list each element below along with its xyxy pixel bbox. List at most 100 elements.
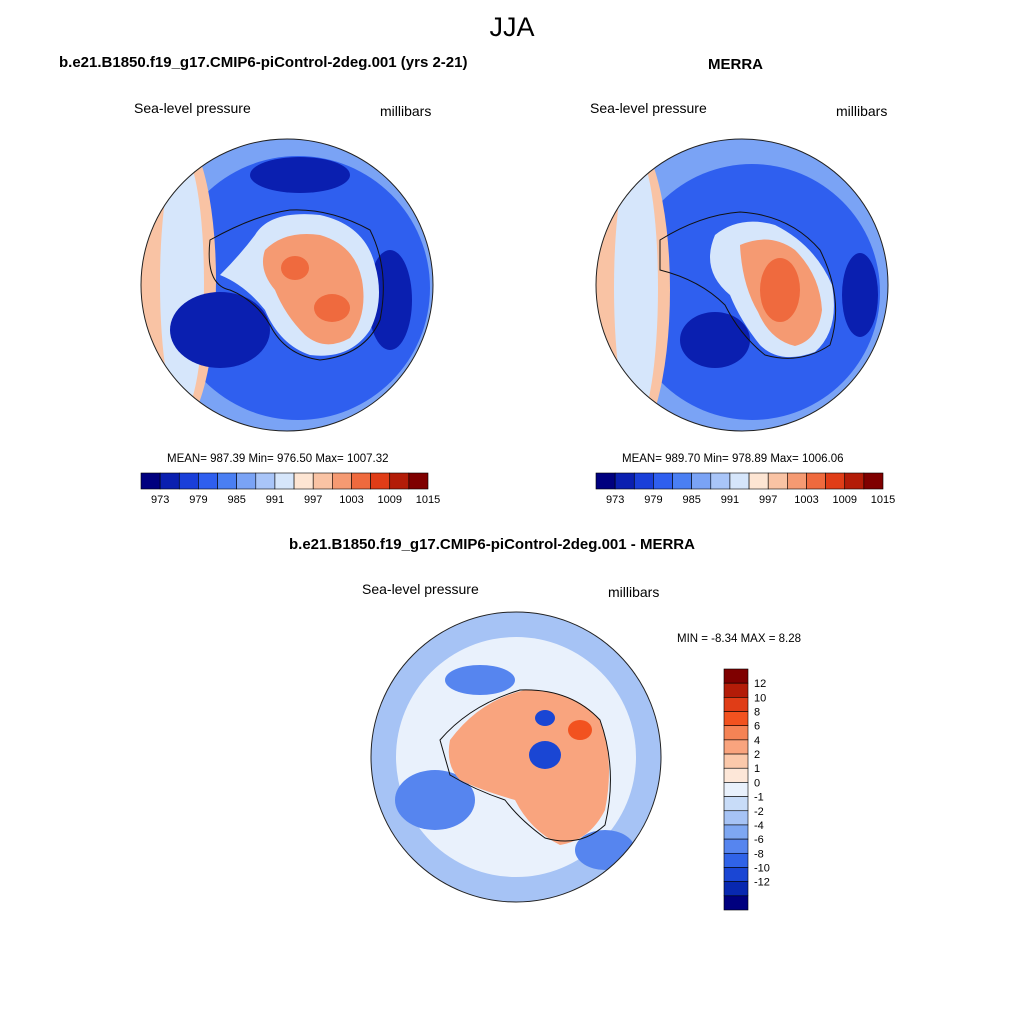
diff-colorbar-cell xyxy=(723,796,749,812)
diff-map-pos-core xyxy=(568,720,592,740)
model-colorbar-label: 985 xyxy=(227,494,245,506)
model-colorbar-cell xyxy=(370,472,391,490)
obs-colorbar-label: 1009 xyxy=(832,494,856,506)
model-colorbar-label: 997 xyxy=(304,494,322,506)
diff-map xyxy=(370,611,662,903)
model-units-label: millibars xyxy=(380,103,432,119)
diff-colorbar-cell xyxy=(723,782,749,797)
obs-colorbar-label: 991 xyxy=(721,494,739,506)
diff-colorbar-cell xyxy=(723,810,749,826)
model-map-low-east xyxy=(368,250,412,350)
diff-colorbar-label: 10 xyxy=(754,692,766,704)
model-map-low-west xyxy=(170,292,270,368)
diff-colorbar-label: -6 xyxy=(754,834,764,846)
obs-colorbar-label: 1003 xyxy=(794,494,818,506)
model-map-edge-light xyxy=(160,153,204,413)
model-map-border xyxy=(140,138,434,432)
diff-panel-title: b.e21.B1850.f19_g17.CMIP6-piControl-2deg… xyxy=(289,536,695,553)
model-colorbar-label: 1003 xyxy=(339,494,363,506)
diff-colorbar-cell xyxy=(723,711,749,727)
obs-colorbar-cell xyxy=(633,472,654,490)
obs-colorbar-cell xyxy=(825,472,846,490)
obs-map-high-core xyxy=(760,258,800,322)
model-colorbar-label: 973 xyxy=(151,494,169,506)
diff-variable-label: Sea-level pressure xyxy=(362,581,479,597)
obs-map-edge-light xyxy=(614,153,658,423)
model-colorbar-label: 979 xyxy=(189,494,207,506)
model-colorbar-cell xyxy=(140,472,161,490)
model-colorbar-cell xyxy=(255,472,276,490)
obs-colorbar-label: 973 xyxy=(606,494,624,506)
model-map-high-core-1 xyxy=(281,256,309,280)
diff-map-coastline xyxy=(439,689,611,842)
diff-colorbar-cell xyxy=(723,767,749,783)
obs-colorbar-cell xyxy=(767,472,788,490)
model-colorbar-label: 991 xyxy=(266,494,284,506)
model-colorbar-cell xyxy=(217,472,237,490)
model-colorbar-label: 1015 xyxy=(416,494,440,506)
diff-colorbar-label: 12 xyxy=(754,678,766,690)
model-map-coastline xyxy=(208,209,384,361)
model-colorbar-cell xyxy=(389,472,410,490)
obs-colorbar-label: 1015 xyxy=(871,494,895,506)
diff-colorbar-cell xyxy=(723,867,749,882)
model-colorbar-label: 1009 xyxy=(377,494,401,506)
model-colorbar-cell xyxy=(408,472,429,490)
diff-map-neg-north xyxy=(445,665,515,695)
model-colorbar-cell xyxy=(351,472,371,490)
model-colorbar-cell xyxy=(178,472,199,490)
model-colorbar-cell xyxy=(293,472,314,490)
diff-colorbar-label: 0 xyxy=(754,777,760,789)
obs-stats: MEAN= 989.70 Min= 978.89 Max= 1006.06 xyxy=(622,453,844,465)
diff-map-neg-core-2 xyxy=(535,710,555,726)
diff-colorbar-cell xyxy=(723,753,749,769)
obs-map-coastline xyxy=(659,211,837,359)
diff-colorbar-cell xyxy=(723,838,749,854)
obs-colorbar: 973 979 985 991 997 1003 1009 1015 xyxy=(595,472,895,506)
diff-colorbar-cell xyxy=(723,881,749,897)
obs-colorbar-label: 985 xyxy=(682,494,700,506)
diff-colorbar-label: 2 xyxy=(754,749,760,761)
diff-colorbar-cell xyxy=(723,725,749,741)
obs-colorbar-cell xyxy=(863,472,884,490)
obs-units-label: millibars xyxy=(836,103,888,119)
model-colorbar-cell xyxy=(198,472,218,490)
diff-colorbar-label: 1 xyxy=(754,763,760,775)
obs-variable-label: Sea-level pressure xyxy=(590,100,707,116)
obs-map-low-east xyxy=(842,253,878,337)
model-colorbar-cell xyxy=(159,472,180,490)
obs-colorbar-cell xyxy=(844,472,865,490)
obs-colorbar-cell xyxy=(787,472,807,490)
diff-colorbar-label: 8 xyxy=(754,707,760,719)
model-colorbar-cell xyxy=(312,472,333,490)
model-colorbar-cell xyxy=(332,472,352,490)
diff-map-neg-core-1 xyxy=(529,741,561,769)
diff-colorbar-cell xyxy=(723,824,749,840)
diff-colorbar-cell xyxy=(723,682,749,698)
diff-colorbar-label: -1 xyxy=(754,792,764,804)
model-map-high-core-2 xyxy=(314,294,350,322)
obs-colorbar-cell xyxy=(672,472,692,490)
diff-colorbar-cell xyxy=(723,739,749,755)
diff-colorbar-label: -8 xyxy=(754,848,764,860)
diff-map-neg-west xyxy=(395,770,475,830)
obs-colorbar-cell xyxy=(806,472,826,490)
diff-colorbar-label: -2 xyxy=(754,806,764,818)
model-colorbar: 973 979 985 991 997 1003 1009 1015 xyxy=(140,472,440,506)
obs-panel-title: MERRA xyxy=(708,56,763,73)
diff-colorbar-cell xyxy=(723,697,749,712)
diff-colorbar-label: -10 xyxy=(754,862,770,874)
figure-title: JJA xyxy=(489,12,535,42)
obs-colorbar-cell xyxy=(710,472,731,490)
diff-map-border xyxy=(370,611,662,903)
obs-colorbar-cell xyxy=(595,472,616,490)
obs-colorbar-cell xyxy=(614,472,635,490)
obs-map xyxy=(595,138,889,432)
obs-map-border xyxy=(595,138,889,432)
diff-colorbar-label: -12 xyxy=(754,877,770,889)
obs-map-low-south xyxy=(680,312,750,368)
model-variable-label: Sea-level pressure xyxy=(134,100,251,116)
obs-colorbar-cell xyxy=(748,472,769,490)
